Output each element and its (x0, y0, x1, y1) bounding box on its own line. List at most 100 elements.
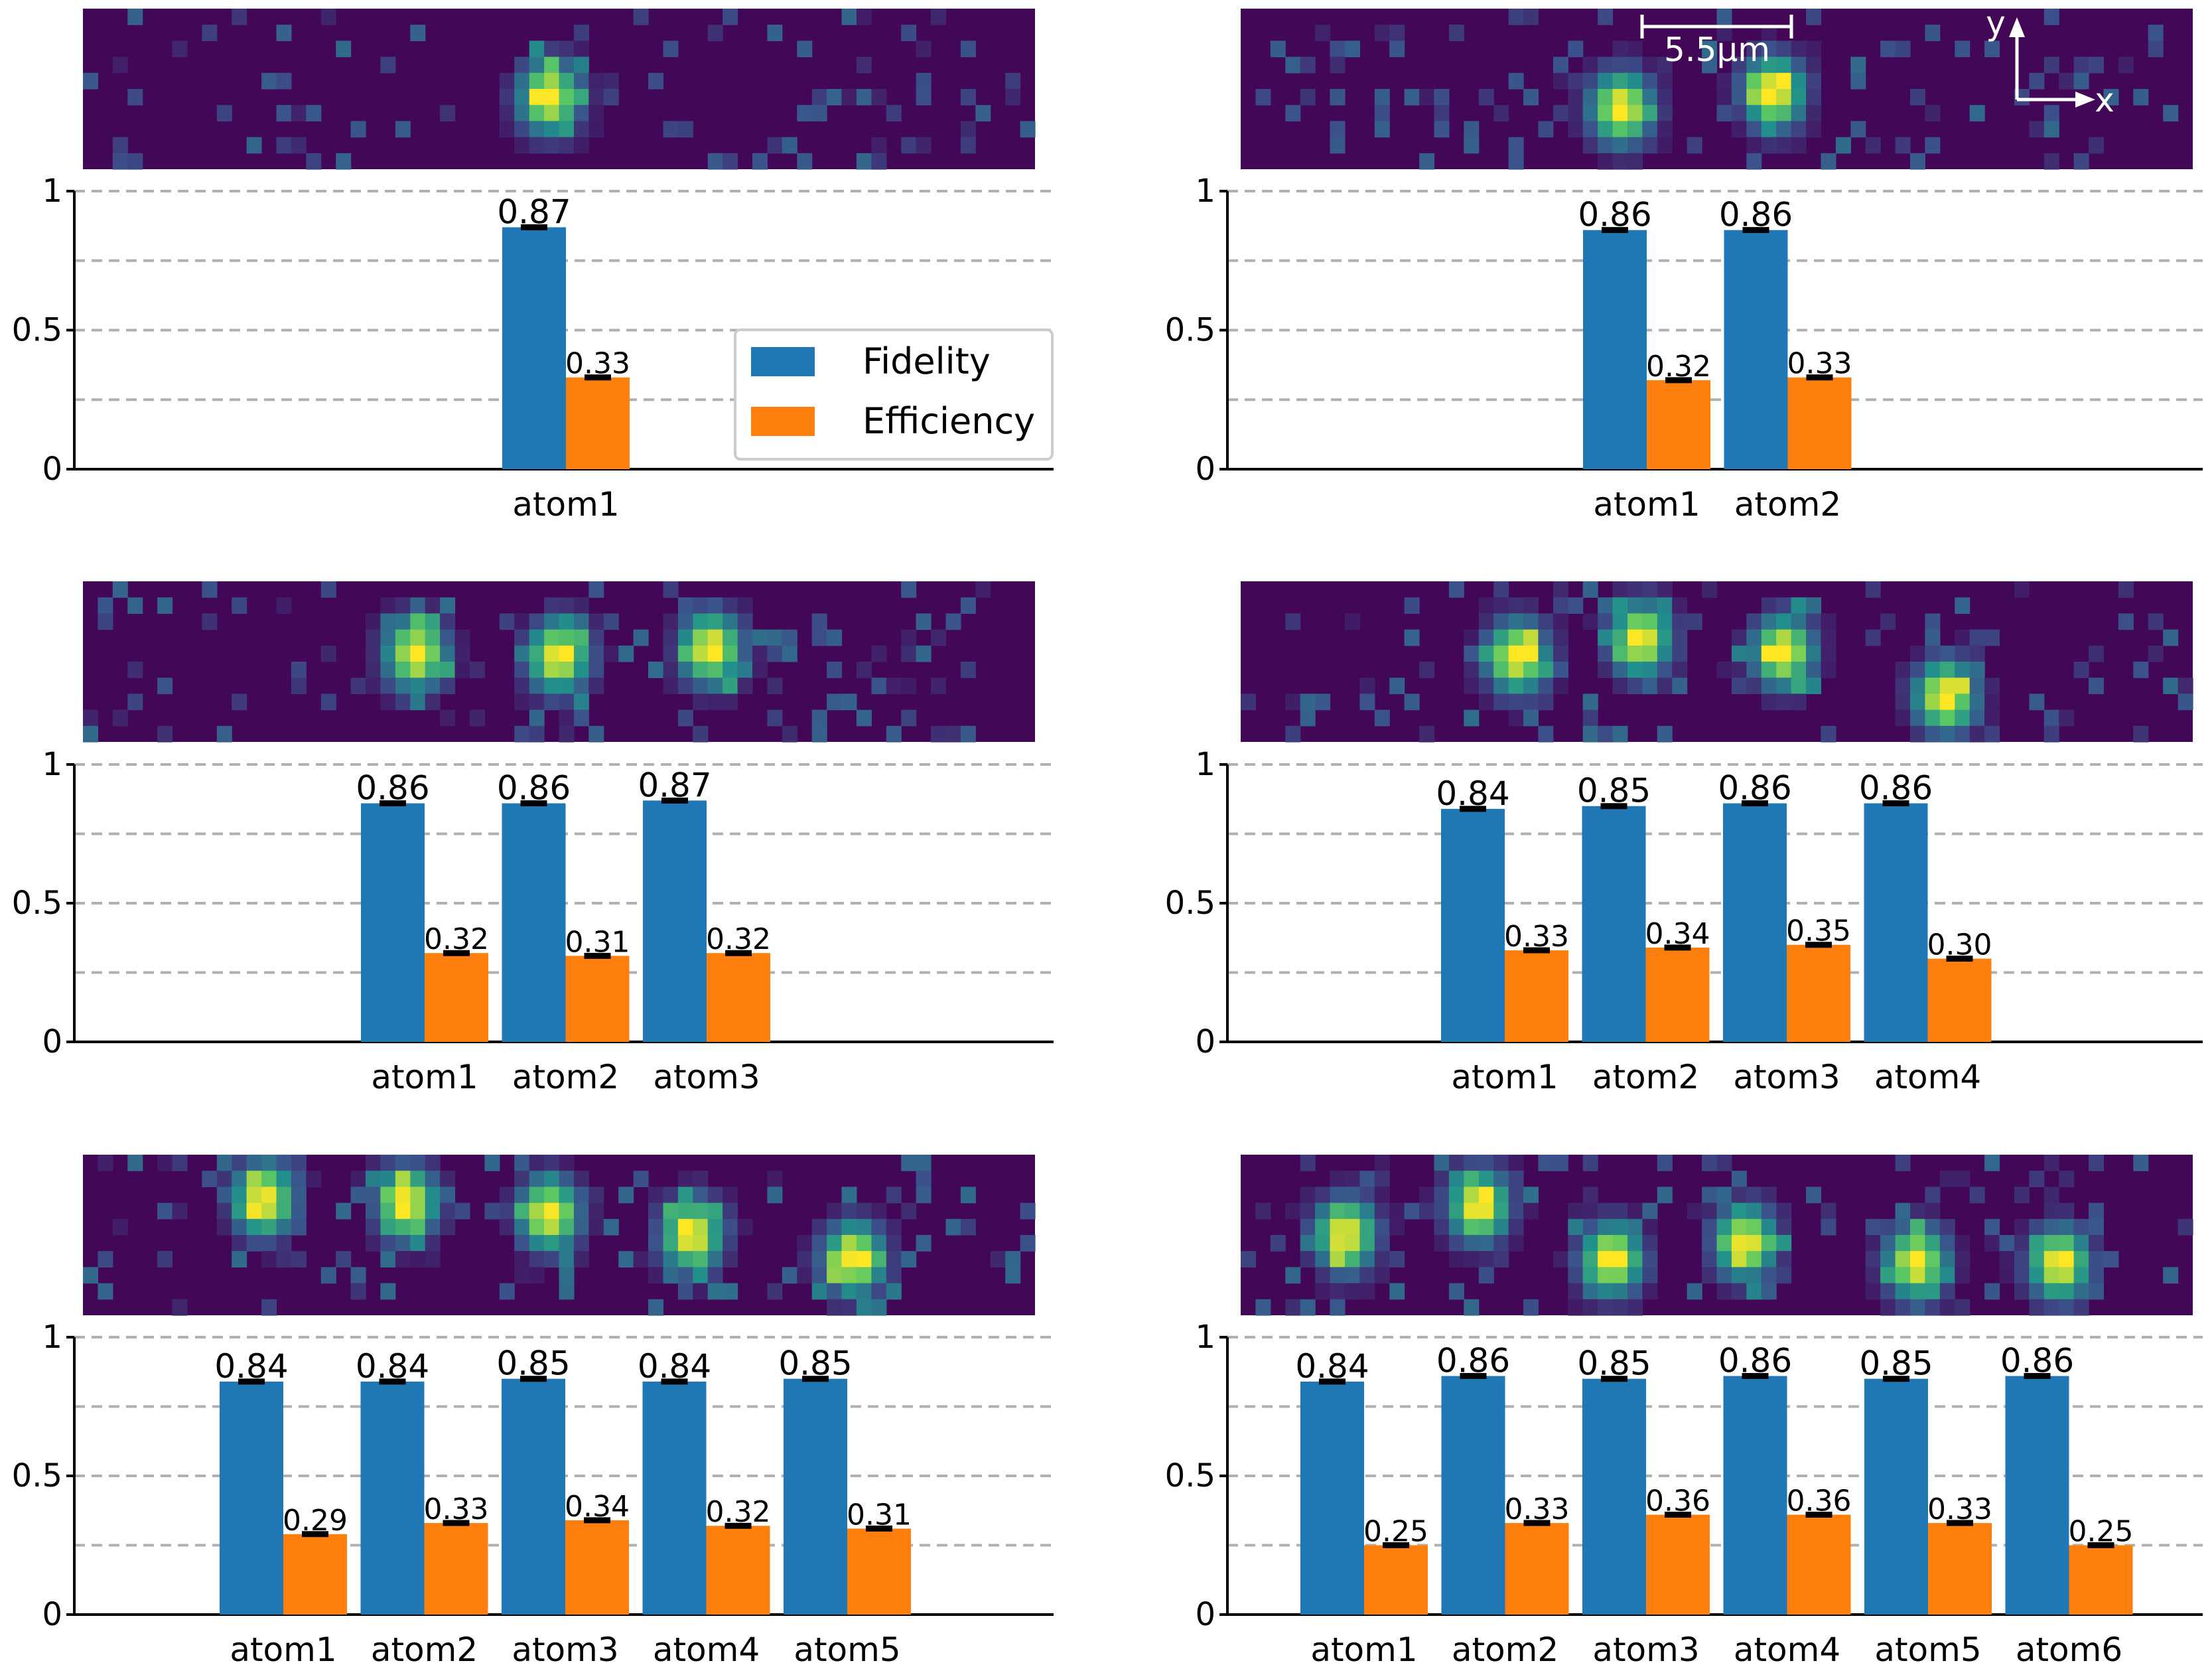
image-pixel (663, 662, 679, 678)
fidelity-bar (1864, 803, 1928, 1042)
image-pixel (1345, 1235, 1360, 1252)
efficiency-value-label: 0.29 (283, 1504, 348, 1538)
image-pixel (529, 1267, 545, 1284)
image-pixel (677, 121, 693, 138)
image-pixel (1374, 1235, 1390, 1252)
image-pixel (1374, 1218, 1390, 1236)
image-pixel (544, 645, 560, 662)
image-pixel (1493, 597, 1509, 614)
image-pixel (1538, 693, 1554, 711)
image-pixel (1598, 72, 1614, 90)
image-pixel (1761, 105, 1777, 121)
image-pixel (1984, 1155, 2000, 1171)
image-pixel (1345, 1283, 1360, 1300)
image-pixel (1300, 1299, 1316, 1316)
image-pixel (945, 1218, 961, 1236)
x-tick-label: atom6 (2016, 1630, 2122, 1665)
image-pixel (1746, 645, 1762, 662)
image-pixel (901, 137, 917, 154)
image-pixel (677, 662, 693, 678)
image-pixel (83, 709, 98, 727)
image-pixel (1865, 1218, 1881, 1236)
image-pixel (1955, 693, 1970, 711)
image-pixel (693, 645, 709, 662)
image-pixel (127, 153, 143, 170)
legend-fidelity-swatch (751, 347, 815, 376)
image-pixel (395, 121, 411, 138)
category-atom1: 0.86 0.32 atom1 (1578, 196, 1711, 524)
image-pixel (1642, 678, 1658, 694)
image-pixel (827, 1235, 843, 1252)
image-pixel (1627, 597, 1643, 614)
image-pixel (380, 1171, 396, 1187)
image-pixel (216, 1155, 232, 1171)
image-pixel (588, 725, 604, 743)
image-pixel (1984, 725, 2000, 743)
image-pixel (856, 1218, 872, 1236)
image-pixel (1642, 56, 1658, 74)
image-pixel (2059, 1202, 2075, 1220)
image-pixel (2073, 1235, 2089, 1252)
image-pixel (202, 25, 218, 41)
image-pixel (707, 1187, 723, 1204)
image-pixel (573, 1235, 589, 1252)
image-pixel (1955, 662, 1970, 678)
image-pixel (1984, 1218, 2000, 1236)
image-pixel (588, 121, 604, 138)
image-pixel (559, 1251, 575, 1267)
image-pixel (1746, 153, 1762, 170)
image-pixel (1969, 662, 1985, 678)
image-pixel (1791, 613, 1807, 630)
image-pixel (1746, 137, 1762, 154)
image-pixel (663, 645, 679, 662)
image-pixel (960, 725, 976, 743)
image-pixel (1285, 1267, 1301, 1284)
image-pixel (871, 137, 887, 154)
image-pixel (693, 1218, 709, 1236)
image-pixel (98, 1283, 113, 1300)
image-pixel (261, 1155, 277, 1171)
image-pixel (2089, 678, 2104, 694)
image-pixel (1598, 1251, 1614, 1267)
image-pixel (172, 1155, 188, 1171)
image-pixel (811, 725, 827, 743)
image-pixel (276, 1251, 292, 1267)
image-pixel (1598, 1218, 1614, 1236)
image-pixel (1374, 1155, 1390, 1171)
category-atom3: 0.85 0.34 atom3 (496, 1344, 630, 1665)
image-pixel (1285, 105, 1301, 121)
image-pixel (1315, 25, 1331, 41)
efficiency-value-label: 0.25 (2069, 1515, 2134, 1549)
image-pixel (366, 1171, 381, 1187)
image-pixel (157, 1155, 173, 1171)
image-pixel (1448, 25, 1464, 41)
image-pixel (1939, 662, 1955, 678)
efficiency-bar (847, 1528, 911, 1615)
image-pixel (588, 613, 604, 630)
image-pixel (1389, 678, 1405, 694)
image-pixel (470, 709, 485, 727)
image-pixel (1330, 1171, 1346, 1187)
image-pixel (499, 72, 515, 90)
image-pixel (1508, 613, 1524, 630)
image-pixel (588, 645, 604, 662)
image-pixel (827, 629, 843, 646)
image-pixel (1568, 1218, 1584, 1236)
image-pixel (1657, 662, 1673, 678)
image-pixel (707, 597, 723, 614)
image-pixel (767, 25, 783, 41)
image-pixel (1568, 1251, 1584, 1267)
image-pixel (410, 25, 426, 41)
image-pixel (1493, 629, 1509, 646)
image-pixel (1895, 40, 1911, 58)
image-pixel (514, 629, 530, 646)
image-pixel (1984, 693, 2000, 711)
image-pixel (1761, 645, 1777, 662)
image-pixel (127, 662, 143, 678)
image-pixel (366, 1218, 381, 1236)
image-pixel (1687, 613, 1702, 630)
image-pixel (1776, 693, 1792, 711)
image-pixel (693, 613, 709, 630)
image-pixel (1627, 89, 1643, 106)
category-atom3: 0.86 0.35 atom3 (1718, 769, 1851, 1096)
